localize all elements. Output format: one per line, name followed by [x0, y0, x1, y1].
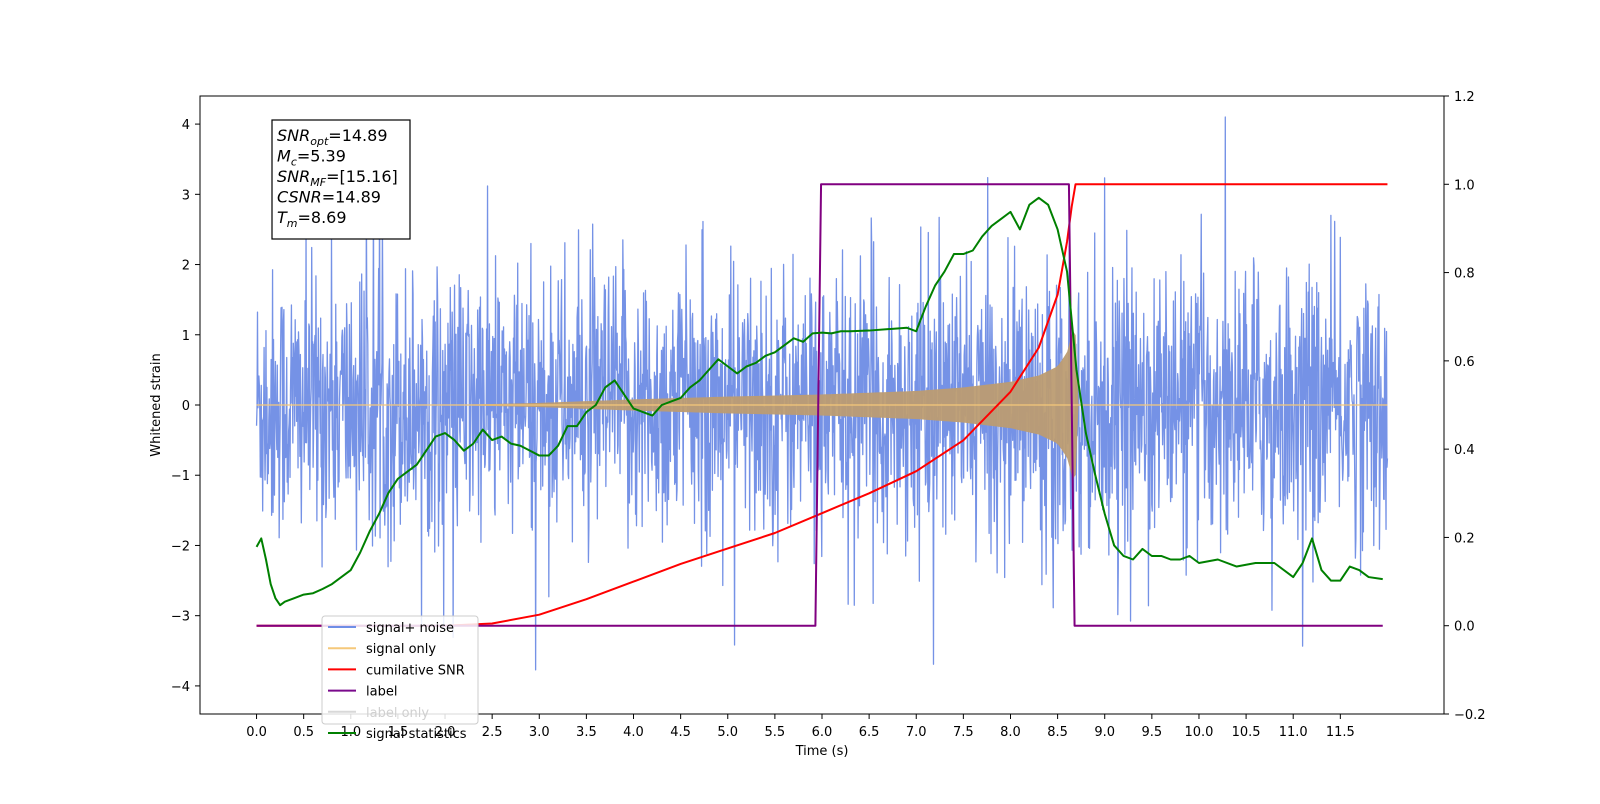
y-tick-label: 1	[182, 329, 190, 344]
annotation-subscript: MF	[310, 176, 326, 189]
x-tick-label: 6.0	[812, 725, 833, 740]
x-tick-label: 10.5	[1232, 725, 1261, 740]
x-tick-label: 5.5	[765, 725, 786, 740]
annotation-symbol: CSNR	[277, 188, 322, 207]
x-tick-label: 11.5	[1326, 725, 1355, 740]
x-tick-label: 11.0	[1279, 725, 1308, 740]
x-tick-label: 0.0	[246, 725, 267, 740]
x-tick-label: 3.0	[529, 725, 550, 740]
annotation-line: SNRMF=[15.16]	[277, 167, 398, 189]
annotation-line: Tm=8.69	[277, 208, 347, 230]
annotation-subscript: m	[287, 217, 298, 230]
y-tick-label: 0	[182, 399, 190, 414]
x-tick-label: 3.5	[576, 725, 597, 740]
annotation-value: =[15.16]	[326, 167, 398, 186]
y-right-tick-label: 0.0	[1454, 620, 1475, 635]
y-tick-label: −2	[171, 539, 190, 554]
x-tick-label: 8.0	[1000, 725, 1021, 740]
series-signal-noise	[255, 116, 1389, 671]
legend-label: cumilative SNR	[366, 663, 465, 678]
annotation-symbol: SNR	[277, 167, 310, 186]
y-right-tick-label: 1.0	[1454, 178, 1475, 193]
annotation-symbol: M	[277, 147, 291, 166]
annotation-symbol: SNR	[277, 126, 310, 145]
y-tick-label: −1	[171, 469, 190, 484]
y-right-tick-label: 0.2	[1454, 531, 1475, 546]
annotation-value: =14.89	[322, 188, 381, 207]
y-tick-label: 3	[182, 188, 190, 203]
x-tick-label: 0.5	[293, 725, 314, 740]
x-tick-label: 9.0	[1094, 725, 1115, 740]
legend-label: signal only	[366, 642, 436, 657]
y-axis-label: Whitened strain	[149, 353, 164, 456]
legend-label: label only	[366, 706, 429, 721]
x-tick-label: 4.0	[623, 725, 644, 740]
x-tick-label: 5.0	[717, 725, 738, 740]
y-tick-label: 2	[182, 259, 190, 274]
y-right-tick-label: 0.6	[1454, 355, 1475, 370]
y-tick-label: −3	[171, 610, 190, 625]
y-right-tick-label: 0.8	[1454, 267, 1475, 282]
legend-label: label	[366, 685, 397, 700]
series-cumilative-snr	[256, 183, 1388, 627]
annotation-value: =5.39	[297, 147, 346, 166]
x-axis-label: Time (s)	[795, 744, 849, 759]
series-signal-statistics	[255, 196, 1383, 607]
legend-label: signal+ noise	[366, 621, 454, 636]
legend-label: signal statistics	[366, 727, 467, 742]
y-right-tick-label: 0.4	[1454, 443, 1475, 458]
x-tick-label: 10.0	[1184, 725, 1213, 740]
annotation-subscript: c	[291, 156, 297, 169]
x-tick-label: 1.5	[388, 725, 409, 740]
x-tick-label: 9.5	[1142, 725, 1163, 740]
annotation-symbol: T	[277, 208, 288, 227]
annotation-box	[271, 119, 411, 240]
y-right-tick-label: 1.2	[1454, 90, 1475, 105]
x-tick-label: 4.5	[670, 725, 691, 740]
annotation-value: =14.89	[328, 126, 387, 145]
x-tick-label: 2.0	[435, 725, 456, 740]
x-tick-label: 6.5	[859, 725, 880, 740]
x-tick-label: 7.0	[906, 725, 927, 740]
annotation-line: SNRopt=14.89	[277, 126, 388, 148]
y-tick-label: 4	[182, 118, 190, 133]
annotation-value: =8.69	[298, 208, 347, 227]
x-tick-label: 7.5	[953, 725, 974, 740]
x-tick-label: 2.5	[482, 725, 503, 740]
series-label	[256, 183, 1383, 627]
y-right-tick-label: −0.2	[1454, 708, 1486, 723]
x-tick-label: 8.5	[1047, 725, 1068, 740]
legend-box	[321, 615, 479, 725]
annotation-line: CSNR=14.89	[277, 188, 381, 207]
y-tick-label: −4	[171, 680, 190, 695]
annotation-line: Mc=5.39	[277, 147, 346, 169]
annotation-subscript: opt	[310, 135, 329, 148]
